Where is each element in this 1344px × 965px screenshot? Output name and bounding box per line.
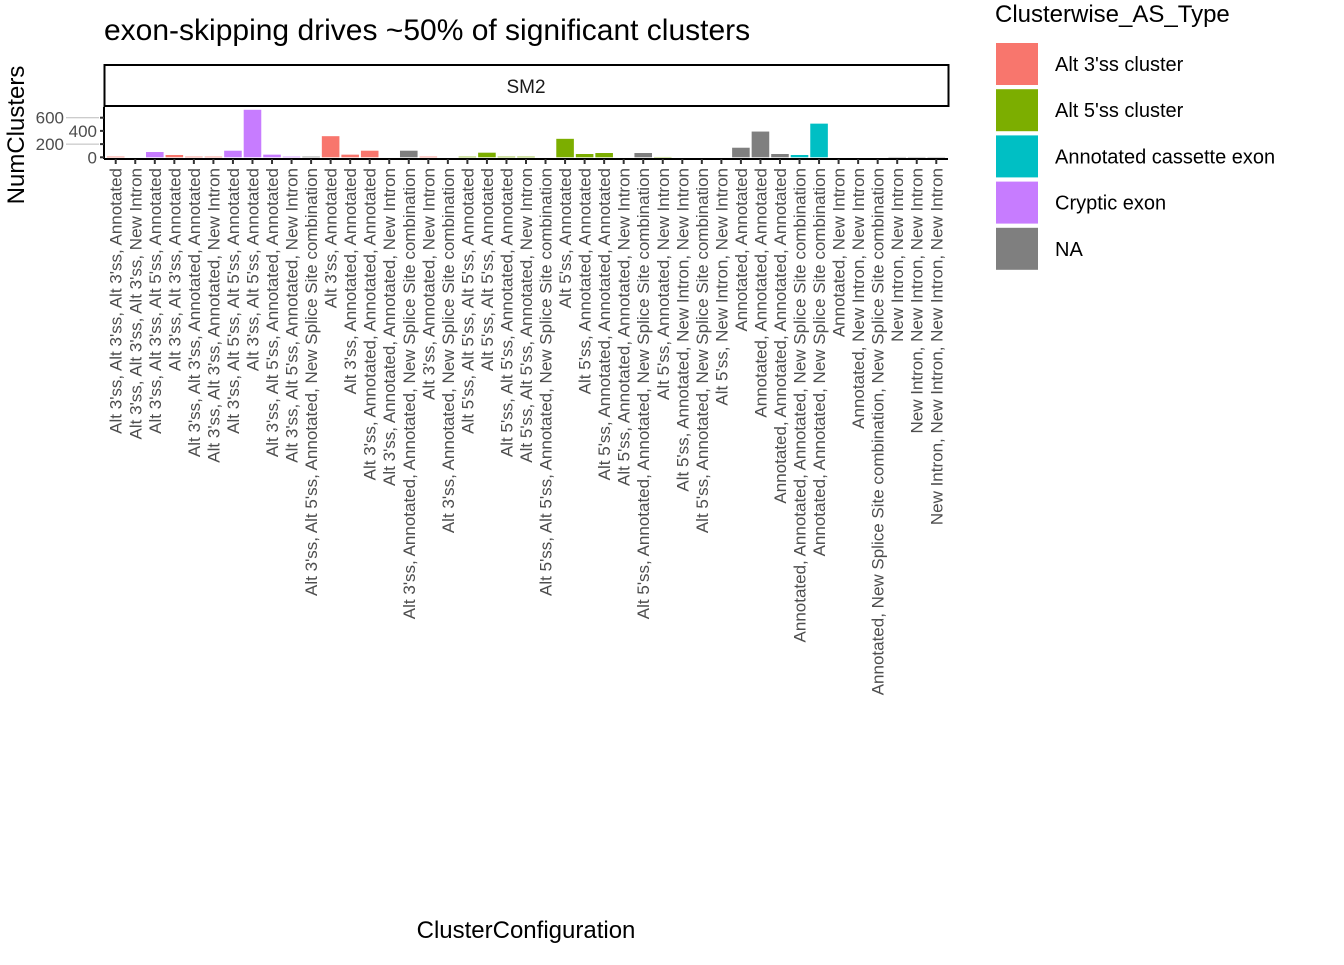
x-tick-label: Alt 5'ss, New Intron, New Intron: [712, 168, 731, 406]
x-tick-label: Alt 3'ss, Alt 3'ss, Alt 5'ss, Annotated: [146, 168, 165, 434]
bar: [771, 154, 789, 157]
bar: [810, 124, 828, 158]
bar: [185, 157, 203, 158]
bar: [459, 157, 477, 158]
y-tick-label: 400: [69, 122, 97, 141]
legend-label: Alt 5'ss cluster: [1055, 100, 1184, 122]
bar: [263, 155, 281, 158]
x-tick-label: Alt 3'ss, Alt 3'ss, Alt 3'ss, Annotated: [107, 168, 126, 434]
x-tick-label: Alt 5'ss, Alt 5'ss, Annotated: [478, 168, 497, 371]
legend-title: Clusterwise_AS_Type: [995, 1, 1230, 28]
legend-label: NA: [1055, 239, 1083, 261]
x-tick-label: Alt 3'ss, Annotated, New Splice Site com…: [439, 168, 458, 533]
bars-layer: [107, 110, 945, 158]
bar: [498, 157, 516, 158]
x-tick-label: Alt 3'ss, Alt 3'ss, Annotated: [165, 168, 184, 371]
x-tick-label: Alt 3'ss, Alt 5'ss, Annotated: [243, 168, 262, 371]
x-tick-label: Alt 3'ss, Alt 5'ss, Annotated, New Intro…: [283, 168, 302, 463]
x-tick-label: Alt 5'ss, Alt 5'ss, Annotated, New Intro…: [517, 168, 536, 463]
x-tick-label: Alt 3'ss, Alt 3'ss, Annotated, Annotated: [185, 168, 204, 457]
y-axis-title: NumClusters: [3, 66, 30, 205]
legend-key: [996, 228, 1038, 270]
bar: [244, 110, 262, 158]
x-tick-label: Alt 5'ss, Alt 5'ss, Alt 5'ss, Annotated: [458, 168, 477, 434]
x-tick-label: Alt 5'ss, Annotated: [556, 168, 575, 308]
x-tick-label: Alt 5'ss, Annotated, New Intron, New Int…: [673, 168, 692, 492]
y-tick-label: 600: [36, 109, 64, 128]
bar: [595, 153, 613, 157]
bar: [341, 155, 359, 158]
legend-key: [996, 89, 1038, 131]
bar: [205, 157, 223, 158]
legend-label: Annotated cassette exon: [1055, 146, 1275, 168]
legend-key: [996, 135, 1038, 177]
x-tick-label: Alt 5'ss, Annotated, Annotated: [576, 168, 595, 394]
bar: [732, 148, 750, 158]
x-tick-label: Alt 5'ss, Annotated, New Intron: [654, 168, 673, 400]
bar: [420, 157, 438, 158]
bar: [107, 157, 125, 158]
bar: [752, 132, 770, 158]
y-tick-label: 200: [36, 135, 64, 154]
x-axis-title: ClusterConfiguration: [417, 917, 636, 944]
bar: [361, 151, 379, 158]
bar: [166, 155, 184, 157]
x-tick-label: Alt 3'ss, Alt 3'ss, Alt 3'ss, New Intron: [126, 168, 145, 439]
bar: [224, 151, 242, 158]
bar: [556, 139, 574, 157]
x-tick-label: Alt 3'ss, Annotated: [322, 168, 341, 308]
bar: [302, 157, 320, 158]
x-tick-label: Alt 5'ss, Annotated, Annotated, New Spli…: [634, 168, 653, 619]
x-tick-label: Annotated, New Splice Site combination, …: [869, 168, 888, 695]
x-tick-label: Alt 5'ss, Annotated, Annotated, New Intr…: [615, 168, 634, 486]
bar: [576, 154, 594, 157]
x-tick-label: Alt 5'ss, Alt 5'ss, Annotated, Annotated: [497, 168, 516, 457]
x-tick-label: Alt 3'ss, Annotated, Annotated, Annotate…: [361, 168, 380, 480]
x-tick-label: Alt 3'ss, Alt 5'ss, Annotated, New Splic…: [302, 168, 321, 596]
legend-label: Cryptic exon: [1055, 193, 1166, 215]
bar: [146, 152, 164, 157]
legend-key: [996, 43, 1038, 85]
x-tick-label: Annotated, Annotated, Annotated: [751, 168, 770, 418]
x-tick-label: Alt 3'ss, Alt 5'ss, Alt 5'ss, Annotated: [224, 168, 243, 434]
x-tick-label: Annotated, New Intron: [830, 168, 849, 337]
x-tick-label: Alt 3'ss, Annotated, New Intron: [419, 168, 438, 400]
x-tick-label: Annotated, Annotated, Annotated, Annotat…: [771, 168, 790, 504]
chart-title: exon-skipping drives ~50% of significant…: [104, 14, 750, 47]
x-tick-label: Alt 3'ss, Annotated, Annotated, New Intr…: [380, 168, 399, 486]
x-tick-label: Alt 3'ss, Annotated, Annotated: [341, 168, 360, 394]
facet-strip-label: SM2: [506, 77, 545, 98]
x-tick-label: Alt 3'ss, Alt 5'ss, Annotated, Annotated: [263, 168, 282, 457]
bar: [400, 151, 418, 158]
bar: [517, 157, 535, 158]
x-tick-label: Annotated, New Intron, New Intron: [849, 168, 868, 429]
x-tick-label: Alt 5'ss, Annotated, New Splice Site com…: [693, 168, 712, 533]
bar: [322, 136, 340, 157]
x-tick-label: New Intron, New Intron, New Intron, New …: [927, 168, 946, 525]
x-tick-label: Annotated, Annotated, Annotated, New Spl…: [791, 168, 810, 642]
y-axis: 0 200 400 600: [36, 107, 104, 167]
x-tick-label: Alt 5'ss, Alt 5'ss, Annotated, New Splic…: [537, 168, 556, 596]
x-tick-label: New Intron, New Intron: [888, 168, 907, 342]
legend-key: [996, 182, 1038, 224]
y-tick-label: 0: [88, 148, 97, 167]
bar: [478, 153, 496, 158]
legend-label: Alt 3'ss cluster: [1055, 54, 1184, 76]
legend: Clusterwise_AS_Type Alt 3'ss cluster Alt …: [995, 1, 1275, 270]
x-tick-label: Annotated, Annotated: [732, 168, 751, 332]
bar: [791, 155, 809, 157]
x-tick-label: New Intron, New Intron, New Intron: [908, 168, 927, 434]
bar: [283, 157, 301, 158]
x-tick-label: Annotated, Annotated, New Splice Site co…: [810, 168, 829, 556]
x-tick-label: Alt 3'ss, Annotated, Annotated, New Spli…: [400, 168, 419, 619]
bar: [634, 153, 652, 157]
x-tick-label: Alt 5'ss, Annotated, Annotated, Annotate…: [595, 168, 614, 480]
x-tick-label: Alt 3'ss, Alt 3'ss, Annotated, New Intro…: [204, 168, 223, 463]
